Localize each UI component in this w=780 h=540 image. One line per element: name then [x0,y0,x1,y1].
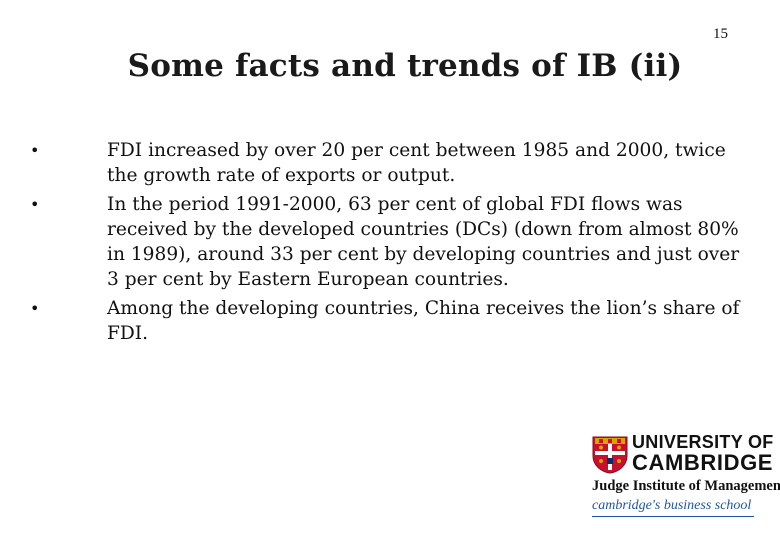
slide-number: 15 [713,26,728,42]
logo-university-of: UNIVERSITY OF [632,432,774,452]
bullet-item: • In the period 1991-2000, 63 per cent o… [26,192,746,292]
university-logo: UNIVERSITY OF CAMBRIDGE Judge Institute … [588,430,780,520]
logo-cambridge: CAMBRIDGE [632,450,774,475]
slide-title: Some facts and trends of IB (ii) [127,48,683,84]
logo-business-school: cambridge's business school [592,498,752,513]
bullet-text: Among the developing countries, China re… [107,298,740,344]
bullet-list: • FDI increased by over 20 per cent betw… [26,138,746,350]
bullet-text: FDI increased by over 20 per cent betwee… [107,140,726,186]
bullet-dot-icon: • [30,195,40,214]
bullet-text: In the period 1991-2000, 63 per cent of … [107,194,740,290]
logo-underline [592,516,754,517]
bullet-dot-icon: • [30,141,40,160]
bullet-item: • Among the developing countries, China … [26,296,746,346]
logo-judge-institute: Judge Institute of Management [592,478,780,494]
cambridge-shield-icon [592,436,628,474]
bullet-item: • FDI increased by over 20 per cent betw… [26,138,746,188]
bullet-dot-icon: • [30,299,40,318]
